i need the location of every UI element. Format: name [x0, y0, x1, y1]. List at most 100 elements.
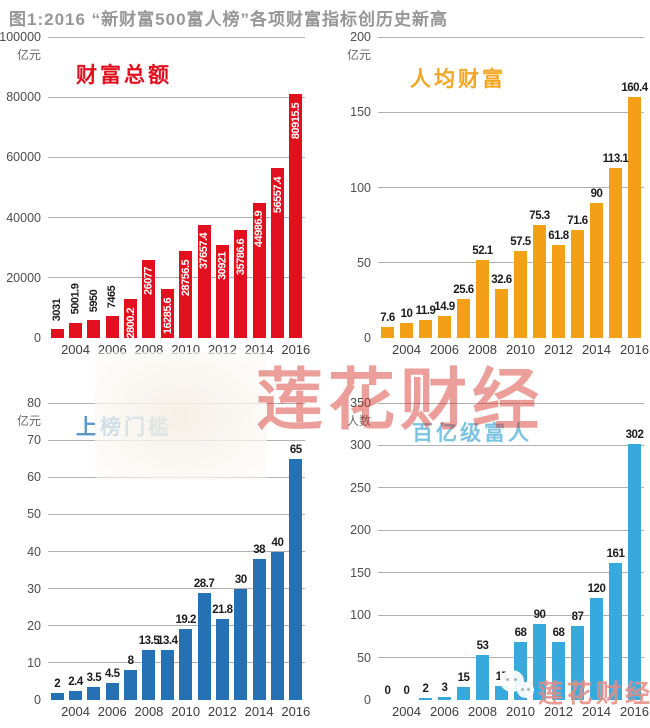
bar-value-label: 26077 [142, 266, 155, 296]
x-tick-label: 2006 [430, 704, 459, 719]
bar [289, 94, 303, 338]
chart-title-per-capita-wealth: 人均财富 [410, 68, 506, 91]
x-tick-label: 2004 [61, 704, 90, 719]
x-tick-label: 2016 [281, 704, 311, 719]
bar-value-label: 8 [127, 655, 134, 668]
bar-value-label: 0 [403, 685, 410, 697]
bar-value-label: 28.7 [193, 578, 215, 591]
bar-value-label: 56557.4 [271, 176, 284, 213]
y-tick-label: 0 [34, 331, 41, 345]
y-tick-label: 200 [350, 523, 371, 538]
plot-area-ten-billion-rich: 350 人数 300 250 200 150 100 50 0 0 0 2004 2 3 2006 15 53 2… [347, 396, 649, 719]
bar [289, 458, 303, 700]
bar-value-label: 61.8 [548, 229, 569, 242]
bar [87, 320, 101, 338]
plot-area-per-capita-wealth: 200 亿元 150 100 50 0 7.6 10 2004 11.9 14.9 2006 25.6 5… [347, 30, 649, 357]
bar-value-label: 25.6 [453, 284, 474, 297]
bar [438, 315, 451, 338]
y-tick-label: 100 [350, 608, 371, 623]
bar-value-label: 7.6 [380, 311, 395, 324]
bar [609, 167, 622, 338]
axis-unit-label: 亿元 [16, 414, 41, 428]
bar-value-label: 2.4 [68, 676, 83, 689]
gridline [378, 111, 644, 113]
plot-area-total-wealth: 100000 亿元 80000 60000 40000 20000 0 3031 5001.9 2… [0, 30, 310, 357]
bar [105, 315, 119, 338]
bar [457, 687, 470, 700]
y-tick-label: 100000 [0, 30, 41, 44]
x-tick-label: 2004 [61, 342, 90, 357]
chart-per-capita-wealth: 人均财富 200 亿元 150 100 50 0 7.6 10 2004 11.9 14.9 2006… [347, 30, 649, 357]
y-tick-label: 150 [350, 105, 371, 120]
bar-value-label: 2 [54, 677, 61, 690]
x-tick-label: 2016 [620, 342, 649, 357]
x-tick-label: 2014 [244, 704, 274, 719]
bar [514, 251, 527, 338]
chart-title-ten-billion-rich: 百亿级富人 [412, 422, 532, 445]
x-tick-label: 2008 [468, 342, 497, 357]
gridline [378, 262, 644, 264]
x-tick-label: 2014 [582, 704, 611, 719]
axis-unit-label: 亿元 [346, 48, 371, 62]
bar [252, 558, 266, 700]
chart-list-threshold: 上榜门槛 80亿元70605040302010022.420043.54.520… [17, 396, 310, 719]
bar-value-label: 15 [457, 672, 470, 685]
x-tick-label: 2014 [582, 342, 611, 357]
bar [533, 224, 546, 338]
x-tick-label: 2012 [544, 704, 573, 719]
x-tick-label: 2012 [544, 342, 573, 357]
y-tick-label: 50 [357, 650, 371, 665]
bar-value-label: 38 [253, 543, 265, 556]
bar [419, 698, 432, 700]
bar [160, 650, 174, 700]
y-tick-label: 200 [350, 30, 371, 44]
watermark-photo [95, 352, 267, 480]
bar-value-label: 14.9 [434, 300, 455, 313]
plot-area-list-threshold: 80 亿元 70 60 50 40 30 20 10 0 2 2.4 2004 3.5 4.5 2006 8 13… [17, 396, 310, 719]
y-tick-label: 60 [27, 470, 41, 485]
y-tick-label: 40 [27, 544, 41, 559]
y-tick-label: 10 [27, 655, 41, 670]
y-tick-label: 70 [27, 433, 41, 448]
bar-value-label: 68 [552, 627, 565, 640]
gridline [378, 614, 644, 616]
gridline [378, 187, 644, 188]
gridline [48, 551, 305, 552]
bar-value-label: 3 [441, 682, 448, 695]
bar [400, 322, 413, 338]
bar [552, 245, 565, 338]
bar [270, 167, 284, 338]
axis-unit-label: 人数 [346, 414, 371, 428]
bar-value-label: 7465 [106, 285, 119, 308]
gridline [48, 156, 305, 158]
bar-value-label: 11.9 [415, 305, 436, 318]
x-tick-label: 2010 [506, 704, 535, 719]
gridline [48, 662, 305, 664]
figure-title: 图1:2016 “新财富500富人榜”各项财富指标创历史新高 [9, 10, 449, 29]
bar-value-label: 2 [422, 683, 429, 696]
x-tick-label: 2010 [506, 342, 535, 357]
gridline [48, 588, 305, 590]
bar [590, 598, 603, 700]
y-tick-label: 300 [350, 438, 371, 453]
y-tick-label: 80 [27, 396, 41, 410]
bar [457, 299, 470, 338]
bar [179, 628, 193, 700]
bar [590, 202, 603, 338]
bar [628, 443, 641, 700]
gridline [378, 572, 644, 574]
wechat-bubble-small [517, 682, 534, 698]
bar [381, 326, 394, 338]
watermark-center-text: 莲花财经 [256, 363, 544, 438]
gridline [48, 96, 305, 98]
bar [50, 692, 64, 700]
bar [609, 563, 622, 700]
bar [160, 288, 174, 338]
chart-title-total-wealth: 财富总额 [76, 64, 172, 87]
bar-value-label: 68 [514, 627, 527, 640]
x-tick-label: 2004 [392, 704, 421, 719]
bar [476, 259, 489, 338]
bar-value-label: 5950 [87, 289, 100, 313]
bar-value-label: 4.5 [105, 668, 120, 681]
bar-value-label: 37657.4 [198, 233, 211, 270]
